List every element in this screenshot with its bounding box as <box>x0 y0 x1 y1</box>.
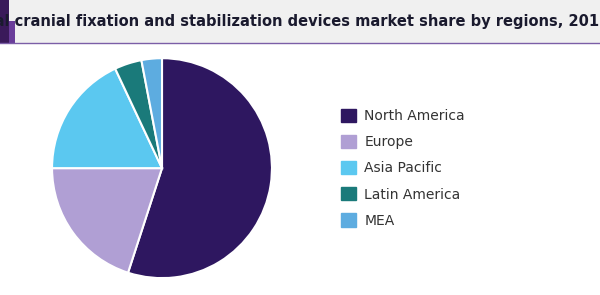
Wedge shape <box>52 168 162 273</box>
Wedge shape <box>128 58 272 278</box>
Wedge shape <box>115 60 162 168</box>
Legend: North America, Europe, Asia Pacific, Latin America, MEA: North America, Europe, Asia Pacific, Lat… <box>341 109 465 228</box>
Text: Global cranial fixation and stabilization devices market share by regions, 2017 : Global cranial fixation and stabilizatio… <box>0 14 600 29</box>
Wedge shape <box>142 58 162 168</box>
Wedge shape <box>52 69 162 168</box>
